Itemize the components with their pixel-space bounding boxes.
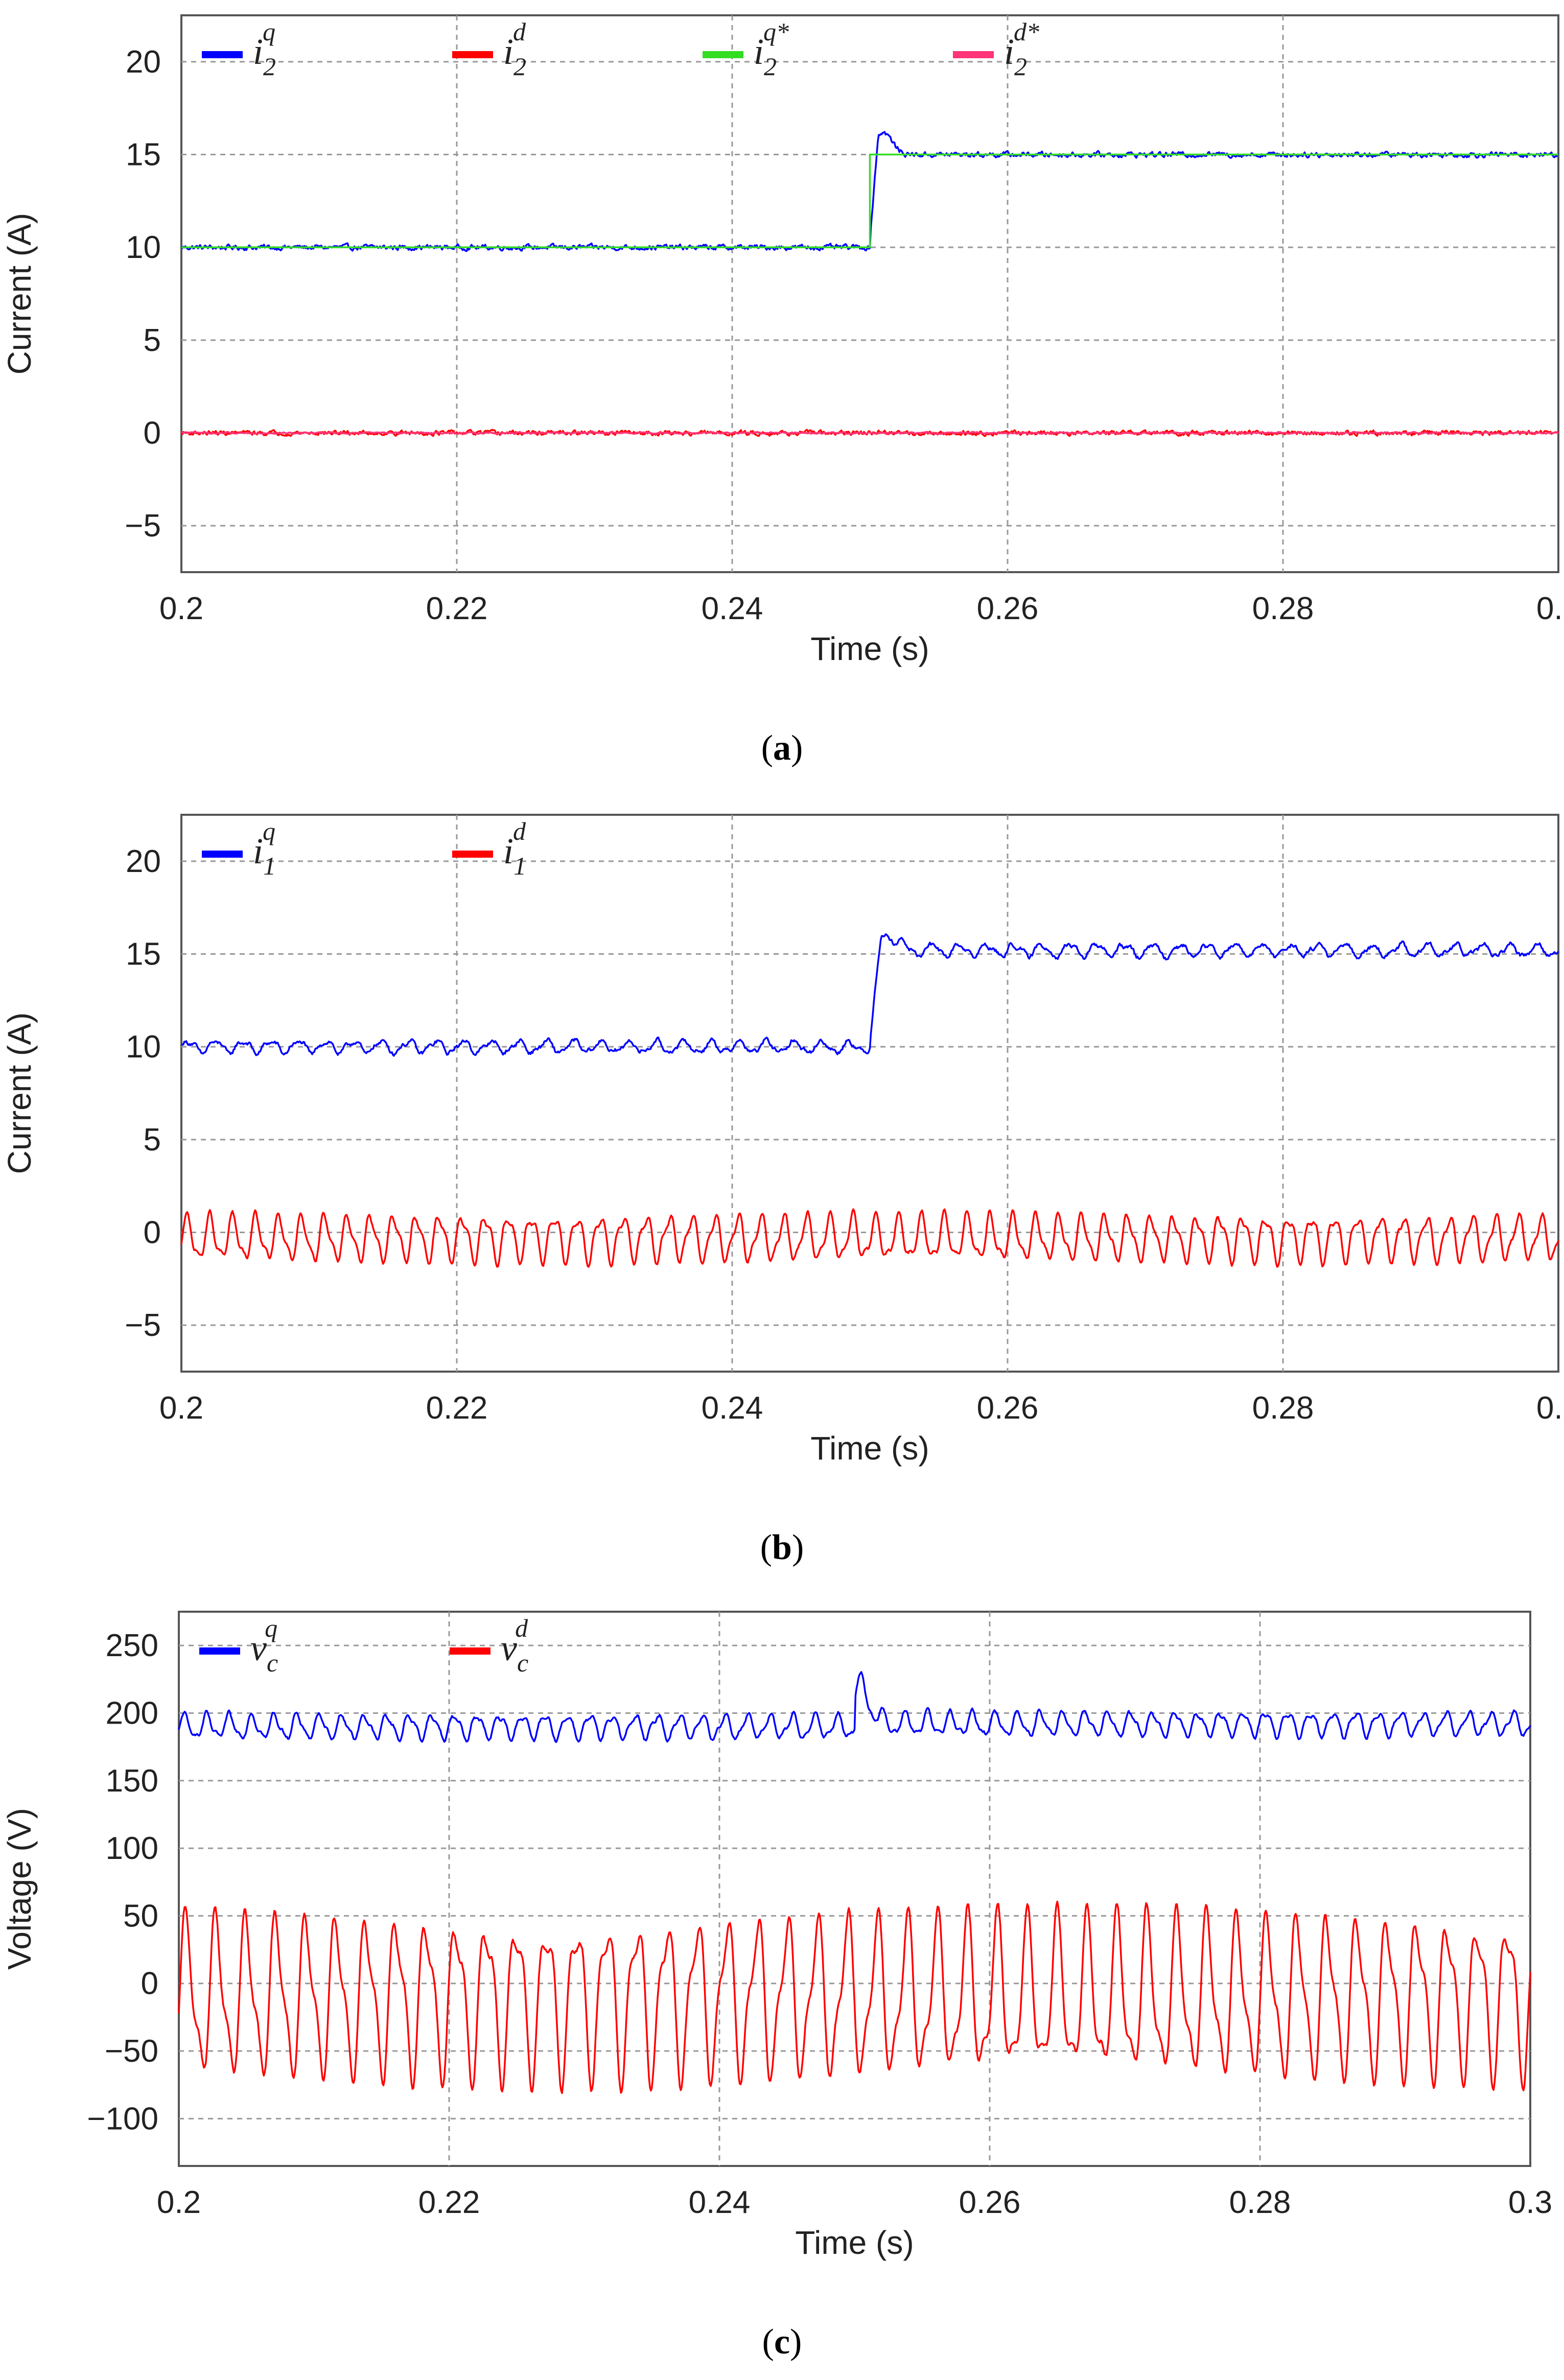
y-axis-label: Current (A) bbox=[1, 1012, 38, 1174]
y-tick-label: 10 bbox=[126, 1029, 161, 1065]
y-tick-label: 250 bbox=[106, 1628, 158, 1663]
legend-entry: vcd bbox=[501, 1614, 528, 1677]
y-tick-label: 0 bbox=[141, 1966, 158, 2001]
caption-a: (a) bbox=[761, 728, 803, 768]
x-tick-label: 0.22 bbox=[426, 1391, 488, 1426]
series-line-vcq bbox=[178, 1671, 1531, 1743]
y-tick-label: 15 bbox=[126, 937, 161, 972]
x-tick-label: 0.22 bbox=[418, 2185, 480, 2220]
chart-c: 0.2 0.22 0.24 0.26 0.28 0.3 250 200 150 100 50 0 −50… bbox=[1, 1611, 1552, 2261]
chart-a: 0.2 0.22 0.24 0.26 0.28 0.3 20 15 10 5 0 −5 Time (s)… bbox=[1, 14, 1564, 667]
x-tick-label: 0.24 bbox=[702, 591, 763, 626]
x-tick-label: 0.26 bbox=[977, 591, 1039, 626]
y-tick-label: 0 bbox=[144, 416, 161, 451]
y-axis-label: Voltage (V) bbox=[1, 1808, 38, 1970]
x-tick-label: 0.2 bbox=[159, 591, 203, 626]
x-tick-label: 0.2 bbox=[159, 1391, 203, 1426]
x-tick-label: 0.3 bbox=[1508, 2185, 1552, 2220]
plot-area bbox=[180, 14, 1559, 573]
y-axis-label: Current (A) bbox=[1, 213, 38, 375]
y-tick-label: 0 bbox=[144, 1215, 161, 1251]
x-axis-label: Time (s) bbox=[810, 1430, 929, 1467]
series-line-i1q bbox=[181, 933, 1559, 1057]
series-line-vcd bbox=[178, 1900, 1531, 2094]
series-line-i2d-ref bbox=[181, 431, 1559, 435]
chart-b: 0.2 0.22 0.24 0.26 0.28 0.3 20 15 10 5 0 −5 Time (s)… bbox=[1, 814, 1564, 1467]
legend-entry: i1q bbox=[253, 817, 276, 880]
caption-c: (c) bbox=[762, 2322, 802, 2362]
x-tick-label: 0.26 bbox=[977, 1391, 1039, 1426]
y-tick-label: 10 bbox=[126, 230, 161, 265]
x-tick-label: 0.26 bbox=[959, 2185, 1021, 2220]
y-tick-label: 50 bbox=[123, 1898, 158, 1934]
series-line-i2q-ref bbox=[181, 153, 1558, 248]
x-tick-label: 0.28 bbox=[1252, 591, 1314, 626]
x-tick-label: 0.24 bbox=[702, 1391, 763, 1426]
caption-b: (b) bbox=[760, 1528, 804, 1567]
y-tick-label: 5 bbox=[144, 323, 161, 358]
y-tick-label: 100 bbox=[106, 1831, 158, 1866]
legend-entry: i2q* bbox=[754, 17, 789, 81]
x-tick-label: 0.28 bbox=[1252, 1391, 1314, 1426]
y-tick-label: −100 bbox=[87, 2101, 158, 2136]
x-tick-label: 0.3 bbox=[1536, 591, 1564, 626]
x-axis-label: Time (s) bbox=[795, 2224, 914, 2261]
y-tick-label: 150 bbox=[106, 1763, 158, 1799]
legend-entry: vcq bbox=[250, 1614, 278, 1677]
x-axis-label: Time (s) bbox=[810, 630, 929, 667]
x-tick-label: 0.3 bbox=[1536, 1391, 1564, 1426]
series-line-i1d bbox=[180, 1208, 1559, 1268]
x-tick-label: 0.28 bbox=[1229, 2185, 1291, 2220]
y-tick-label: 15 bbox=[126, 137, 161, 173]
x-tick-label: 0.24 bbox=[689, 2185, 751, 2220]
y-tick-label: −5 bbox=[125, 508, 161, 544]
y-tick-label: 5 bbox=[144, 1122, 161, 1158]
y-tick-label: −50 bbox=[105, 2034, 158, 2069]
legend-entry: i2d bbox=[503, 17, 526, 81]
legend-entry: i1d bbox=[503, 817, 526, 880]
legend-entry: i2q bbox=[253, 17, 276, 81]
x-tick-label: 0.22 bbox=[426, 591, 488, 626]
y-tick-label: −5 bbox=[125, 1308, 161, 1343]
y-tick-label: 200 bbox=[106, 1695, 158, 1731]
plot-area bbox=[180, 814, 1559, 1373]
legend-entry: i2d* bbox=[1004, 17, 1039, 81]
y-tick-label: 20 bbox=[126, 844, 161, 879]
x-tick-label: 0.2 bbox=[157, 2185, 201, 2220]
y-tick-label: 20 bbox=[126, 44, 161, 80]
